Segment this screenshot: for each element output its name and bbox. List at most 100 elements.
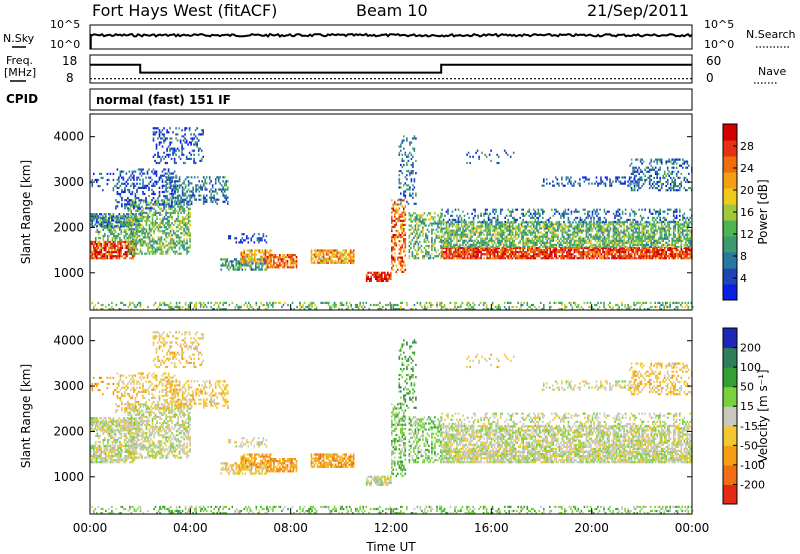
power-cell — [527, 251, 529, 254]
power-cell — [416, 228, 418, 231]
power-cell — [566, 255, 568, 258]
power-cell — [554, 255, 556, 258]
power-cell — [124, 257, 127, 260]
nsky-panel: N.Sky 10^5 10^0 10^5 10^0 N.Search — [3, 18, 796, 51]
power-cell — [605, 251, 607, 254]
power-cell — [334, 249, 337, 252]
power-cell — [168, 246, 170, 249]
power-cell — [495, 243, 497, 246]
power-cell — [130, 232, 133, 235]
power-cell — [554, 253, 556, 256]
power-cell — [171, 194, 173, 197]
power-cell — [617, 243, 619, 246]
power-cell — [227, 200, 229, 203]
power-cell — [312, 253, 314, 256]
power-cell — [588, 257, 591, 260]
power-cell — [414, 212, 417, 215]
power-cell — [223, 188, 226, 191]
power-cell — [266, 251, 268, 254]
power-cell — [384, 275, 386, 278]
power-cell — [135, 248, 137, 251]
power-cell — [412, 161, 414, 165]
power-cell — [496, 245, 499, 248]
power-cell — [171, 198, 173, 201]
power-cell — [245, 255, 247, 258]
power-cell — [539, 223, 541, 226]
power-cell — [161, 199, 164, 202]
power-cell — [90, 240, 92, 243]
power-cell — [434, 222, 436, 225]
power-cell — [602, 239, 604, 242]
power-cell — [183, 188, 185, 191]
power-cell — [514, 229, 517, 232]
power-cell — [493, 246, 496, 250]
power-cell — [572, 231, 574, 234]
power-cell — [129, 209, 131, 212]
power-cell — [268, 258, 271, 261]
power-cell — [530, 255, 532, 258]
power-cell — [648, 251, 651, 254]
power-cell — [108, 230, 111, 233]
power-cell — [139, 213, 142, 216]
power-cell — [511, 249, 514, 252]
power-cell — [624, 249, 627, 252]
power-cell — [597, 237, 600, 240]
power-cell — [639, 243, 642, 246]
power-cell — [629, 225, 631, 228]
power-cell — [187, 180, 190, 183]
power-cell — [484, 229, 487, 232]
power-cell — [166, 190, 169, 193]
power-cell — [477, 235, 479, 238]
power-cell — [456, 229, 458, 232]
power-cell — [400, 225, 402, 228]
power-cell — [567, 257, 570, 260]
power-cell — [168, 215, 170, 219]
power-cell — [404, 268, 407, 271]
power-cell — [659, 257, 661, 260]
power-cell — [258, 264, 260, 267]
power-cell — [620, 253, 622, 256]
power-cell — [174, 250, 176, 253]
power-cell — [403, 163, 405, 167]
power-cell — [127, 244, 130, 248]
power-cell — [186, 202, 188, 205]
power-cell — [346, 257, 349, 260]
power-cell — [186, 199, 188, 202]
power-cell — [333, 261, 335, 264]
power-cell — [184, 222, 187, 225]
power-cell — [593, 223, 595, 226]
power-cell — [410, 242, 412, 246]
power-cell — [132, 222, 134, 225]
power-cell — [669, 249, 672, 252]
power-cell — [474, 233, 476, 236]
power-cell — [175, 244, 178, 247]
power-cell — [175, 161, 177, 165]
power-cell — [466, 257, 469, 260]
power-cell — [195, 188, 197, 191]
power-cell — [336, 253, 338, 256]
power-cell — [135, 252, 137, 255]
power-cell — [376, 275, 379, 278]
power-cell — [527, 241, 529, 244]
power-cell — [113, 226, 115, 229]
power-cell — [585, 253, 588, 256]
power-cell — [566, 246, 568, 250]
power-cell — [193, 157, 195, 160]
power-cell — [496, 223, 499, 226]
power-cell — [460, 235, 463, 238]
nave-tick-top: 60 — [706, 54, 721, 68]
power-cell — [346, 261, 349, 264]
power-cell — [471, 243, 473, 246]
power-cell — [134, 197, 137, 200]
power-cell — [409, 172, 411, 175]
power-cell — [151, 246, 154, 249]
power-cell — [463, 233, 466, 236]
power-cell — [154, 131, 156, 134]
power-cell — [172, 242, 175, 245]
power-cell — [425, 244, 427, 248]
power-cell — [140, 186, 143, 189]
power-cell — [190, 194, 193, 197]
power-cell — [270, 260, 272, 263]
power-cell — [621, 246, 624, 250]
power-cell — [551, 237, 553, 240]
